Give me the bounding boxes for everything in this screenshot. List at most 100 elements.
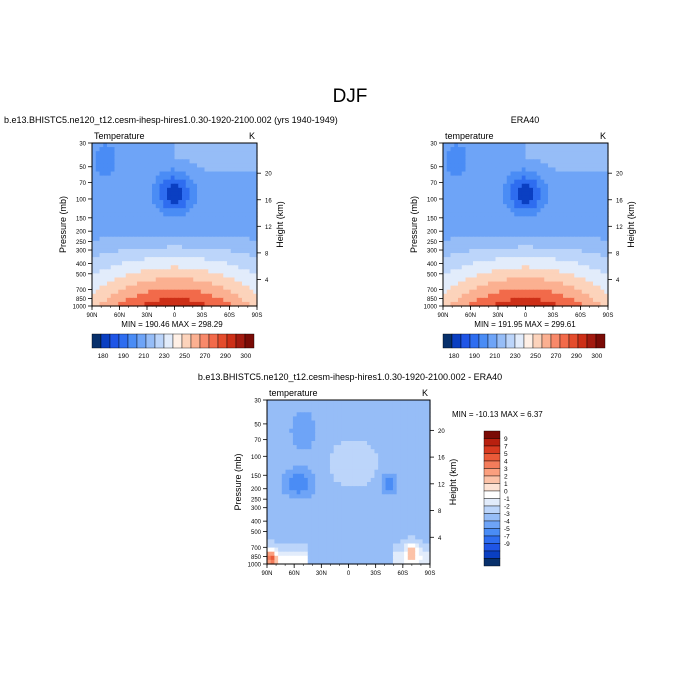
field-cell bbox=[407, 457, 413, 463]
field-cell bbox=[480, 301, 485, 307]
field-cell bbox=[200, 212, 206, 217]
field-cell bbox=[411, 506, 416, 512]
field-cell bbox=[465, 228, 470, 234]
field-cell bbox=[600, 236, 605, 242]
field-cell bbox=[503, 155, 508, 160]
field-cell bbox=[404, 441, 409, 446]
field-cell bbox=[227, 216, 232, 222]
field-cell bbox=[311, 432, 316, 438]
field-cell bbox=[189, 244, 194, 250]
field-cell bbox=[544, 151, 549, 156]
field-cell bbox=[238, 244, 243, 250]
field-cell bbox=[219, 155, 224, 160]
field-cell bbox=[200, 261, 206, 266]
field-cell bbox=[245, 301, 251, 307]
field-cell bbox=[281, 404, 287, 409]
field-cell bbox=[159, 163, 164, 169]
x-tick-label: 30S bbox=[197, 313, 208, 319]
field-cell bbox=[285, 510, 290, 516]
field-cell bbox=[454, 281, 459, 287]
field-cell bbox=[204, 257, 209, 262]
field-cell bbox=[578, 216, 583, 222]
field-cell bbox=[267, 506, 272, 512]
field-cell bbox=[133, 159, 138, 164]
field-cell bbox=[122, 179, 127, 185]
field-cell bbox=[491, 281, 497, 287]
field-cell bbox=[593, 301, 598, 307]
field-cell bbox=[133, 143, 138, 148]
field-cell bbox=[450, 297, 455, 303]
field-cell bbox=[219, 167, 224, 173]
field-cell bbox=[245, 277, 251, 283]
field-cell bbox=[514, 224, 519, 230]
field-cell bbox=[446, 269, 452, 274]
field-cell bbox=[219, 208, 224, 213]
field-cell bbox=[540, 265, 545, 270]
field-cell bbox=[159, 244, 164, 250]
field-cell bbox=[281, 453, 287, 458]
field-cell bbox=[230, 240, 236, 246]
field-cell bbox=[274, 494, 279, 499]
field-cell bbox=[426, 486, 431, 491]
field-cell bbox=[182, 297, 187, 303]
field-cell bbox=[92, 248, 97, 254]
field-cell bbox=[152, 143, 157, 148]
field-cell bbox=[315, 486, 320, 491]
field-cell bbox=[488, 208, 493, 213]
field-cell bbox=[385, 428, 390, 434]
field-cell bbox=[392, 453, 398, 458]
field-cell bbox=[274, 514, 279, 520]
field-cell bbox=[227, 228, 232, 234]
field-cell bbox=[559, 183, 564, 189]
field-cell bbox=[488, 261, 493, 266]
field-cell bbox=[363, 477, 368, 483]
field-cell bbox=[200, 171, 206, 177]
field-cell bbox=[178, 297, 183, 303]
field-cell bbox=[585, 289, 590, 295]
field-cell bbox=[99, 244, 104, 250]
field-cell bbox=[521, 248, 527, 254]
field-cell bbox=[469, 155, 474, 160]
field-cell bbox=[473, 200, 478, 205]
field-cell bbox=[551, 143, 557, 148]
field-cell bbox=[518, 232, 523, 238]
field-cell bbox=[140, 171, 146, 177]
field-cell bbox=[473, 301, 478, 307]
field-cell bbox=[525, 208, 530, 213]
field-cell bbox=[473, 187, 478, 193]
field-cell bbox=[418, 441, 424, 446]
field-cell bbox=[514, 301, 519, 307]
field-cell bbox=[374, 486, 379, 491]
field-cell bbox=[129, 216, 134, 222]
field-cell bbox=[533, 175, 538, 181]
field-cell bbox=[144, 220, 149, 226]
field-cell bbox=[159, 212, 164, 217]
field-cell bbox=[133, 261, 138, 266]
field-cell bbox=[544, 147, 549, 152]
field-cell bbox=[95, 265, 101, 270]
field-cell bbox=[503, 171, 508, 177]
field-cell bbox=[407, 445, 413, 450]
field-cell bbox=[503, 253, 508, 258]
field-cell bbox=[450, 248, 455, 254]
field-cell bbox=[446, 301, 452, 307]
field-cell bbox=[465, 171, 470, 177]
field-cell bbox=[163, 155, 168, 160]
field-cell bbox=[99, 293, 104, 299]
field-cell bbox=[95, 277, 101, 283]
field-cell bbox=[99, 147, 104, 152]
field-cell bbox=[566, 183, 572, 189]
field-cell bbox=[92, 257, 97, 262]
field-cell bbox=[510, 155, 515, 160]
field-cell bbox=[300, 502, 305, 508]
field-cell bbox=[574, 232, 579, 238]
field-cell bbox=[352, 482, 357, 487]
field-cell bbox=[333, 461, 338, 467]
field-cell bbox=[589, 273, 594, 279]
field-cell bbox=[604, 240, 609, 246]
field-cell bbox=[270, 449, 275, 454]
field-cell bbox=[133, 301, 138, 307]
field-cell bbox=[514, 253, 519, 258]
field-cell bbox=[458, 232, 463, 238]
field-cell bbox=[178, 175, 183, 181]
